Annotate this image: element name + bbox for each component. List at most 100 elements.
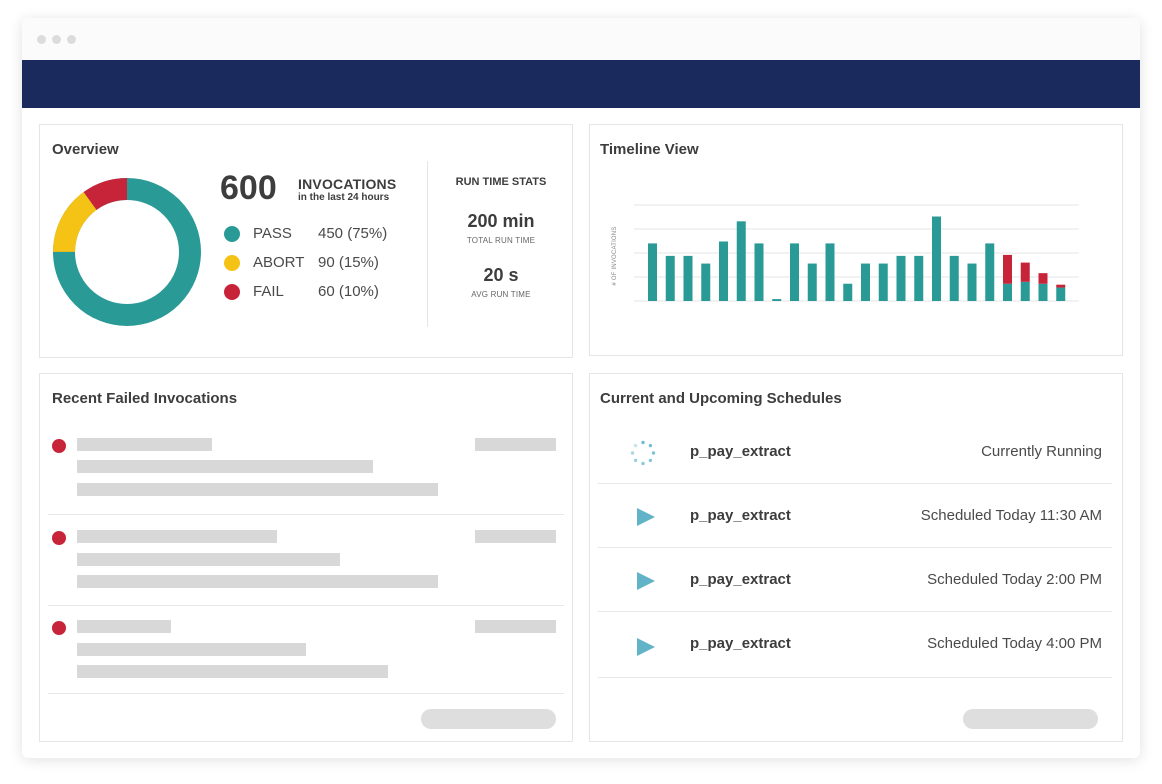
view-all-button[interactable] (963, 709, 1098, 729)
timeline-bar-pass[interactable] (754, 243, 764, 301)
failed-invocations-card: Recent Failed Invocations (39, 373, 573, 742)
timeline-bar-fail[interactable] (1056, 284, 1066, 288)
timeline-bar-pass[interactable] (1038, 283, 1048, 301)
legend-label: ABORT (253, 254, 305, 271)
schedule-status: Scheduled Today 4:00 PM (927, 635, 1102, 652)
timeline-bar-pass[interactable] (861, 263, 870, 301)
timeline-bar-pass[interactable] (1056, 287, 1066, 301)
schedules-title: Current and Upcoming Schedules (600, 390, 842, 407)
timeline-bar-pass[interactable] (772, 299, 782, 301)
timeline-bar-pass[interactable] (985, 243, 995, 301)
window-dot-icon[interactable] (67, 35, 76, 44)
schedule-name: p_pay_extract (690, 571, 791, 588)
legend-label: PASS (253, 225, 292, 242)
legend-label: FAIL (253, 283, 284, 300)
chart-ylabel: # OF INVOCATIONS (612, 226, 618, 286)
placeholder-line (77, 643, 306, 656)
row-divider (598, 677, 1112, 678)
placeholder-line (77, 483, 438, 496)
timeline-bar-pass[interactable] (790, 243, 799, 301)
timeline-bar-pass[interactable] (967, 263, 977, 301)
timeline-bar-pass[interactable] (1020, 281, 1030, 301)
timeline-bar-pass[interactable] (736, 221, 746, 301)
overview-card: Overview 600 INVOCATIONS in the last 24 … (39, 124, 573, 358)
top-navbar (22, 60, 1140, 108)
schedule-name: p_pay_extract (690, 443, 791, 460)
schedule-status: Scheduled Today 11:30 AM (920, 507, 1102, 524)
timeline-title: Timeline View (600, 141, 699, 158)
schedule-status: Scheduled Today 2:00 PM (927, 571, 1102, 588)
schedules-card: Current and Upcoming Schedules p_pay_ext… (589, 373, 1123, 742)
failed-invocations-title: Recent Failed Invocations (52, 390, 238, 407)
window-dot-icon[interactable] (37, 35, 46, 44)
schedule-status: Currently Running (981, 443, 1102, 460)
view-all-button[interactable] (421, 709, 556, 729)
timeline-bar-pass[interactable] (807, 263, 817, 301)
schedule-row[interactable]: p_pay_extract Currently Running (598, 420, 1112, 484)
timeline-bar-fail[interactable] (1003, 254, 1012, 284)
spinner-icon (630, 440, 656, 466)
legend-value: 90 (15%) (318, 254, 379, 271)
timeline-bar-pass[interactable] (825, 243, 835, 301)
timeline-bar-pass[interactable] (648, 243, 657, 301)
avg-runtime-label: AVG RUN TIME (471, 290, 531, 299)
row-divider (48, 514, 564, 515)
window-titlebar (22, 18, 1140, 60)
failed-invocation-row[interactable] (40, 526, 572, 608)
placeholder-line (77, 460, 373, 473)
timeline-bar-fail[interactable] (1038, 273, 1048, 284)
placeholder-line (77, 530, 277, 543)
window-dot-icon[interactable] (52, 35, 61, 44)
play-icon[interactable] (636, 571, 656, 591)
pass-dot-icon (224, 226, 240, 242)
row-divider (48, 605, 564, 606)
play-icon[interactable] (636, 637, 656, 657)
timeline-bar-pass[interactable] (683, 255, 693, 301)
avg-runtime-value: 20 s (483, 265, 519, 285)
row-divider (598, 483, 1112, 484)
row-divider (598, 611, 1112, 612)
overview-title: Overview (52, 141, 119, 158)
placeholder-line (475, 438, 556, 451)
timeline-bar-pass[interactable] (914, 255, 924, 301)
legend-value: 450 (75%) (318, 225, 388, 242)
placeholder-line (77, 665, 388, 678)
timeline-bar-pass[interactable] (1003, 283, 1012, 301)
schedule-name: p_pay_extract (690, 507, 791, 524)
timeline-bar-pass[interactable] (701, 263, 711, 301)
failed-invocation-row[interactable] (40, 616, 572, 698)
timeline-card: Timeline View # OF INVOCATIONS (589, 124, 1123, 356)
schedule-row[interactable]: p_pay_extract Scheduled Today 4:00 PM (598, 612, 1112, 678)
timeline-bar-pass[interactable] (665, 255, 675, 301)
failed-invocation-row[interactable] (40, 434, 572, 516)
invocations-period: in the last 24 hours (298, 192, 390, 203)
schedule-row[interactable]: p_pay_extract Scheduled Today 2:00 PM (598, 548, 1112, 612)
timeline-bar-pass[interactable] (949, 255, 959, 301)
timeline-bar-chart (634, 204, 1079, 302)
placeholder-line (77, 438, 212, 451)
total-runtime-label: TOTAL RUN TIME (466, 236, 536, 245)
timeline-bar-fail[interactable] (1020, 262, 1030, 282)
overview-divider (427, 161, 428, 327)
placeholder-line (475, 620, 556, 633)
browser-window: Overview 600 INVOCATIONS in the last 24 … (22, 18, 1140, 758)
timeline-bar-pass[interactable] (932, 216, 941, 301)
abort-dot-icon (224, 255, 240, 271)
timeline-bar-pass[interactable] (878, 263, 888, 301)
placeholder-line (475, 530, 556, 543)
timeline-bar-pass[interactable] (896, 255, 906, 301)
invocation-donut-chart (53, 178, 201, 326)
schedule-row[interactable]: p_pay_extract Scheduled Today 11:30 AM (598, 484, 1112, 548)
total-runtime-value: 200 min (467, 211, 535, 231)
timeline-bar-pass[interactable] (719, 241, 728, 301)
row-divider (48, 693, 564, 694)
legend-value: 60 (10%) (318, 283, 379, 300)
donut-fail-segment (53, 178, 201, 326)
play-icon[interactable] (636, 507, 656, 527)
failed-status-dot-icon (52, 439, 66, 453)
fail-dot-icon (224, 284, 240, 300)
invocations-label: INVOCATIONS (298, 176, 397, 192)
schedule-name: p_pay_extract (690, 635, 791, 652)
row-divider (598, 547, 1112, 548)
timeline-bar-pass[interactable] (843, 283, 853, 301)
